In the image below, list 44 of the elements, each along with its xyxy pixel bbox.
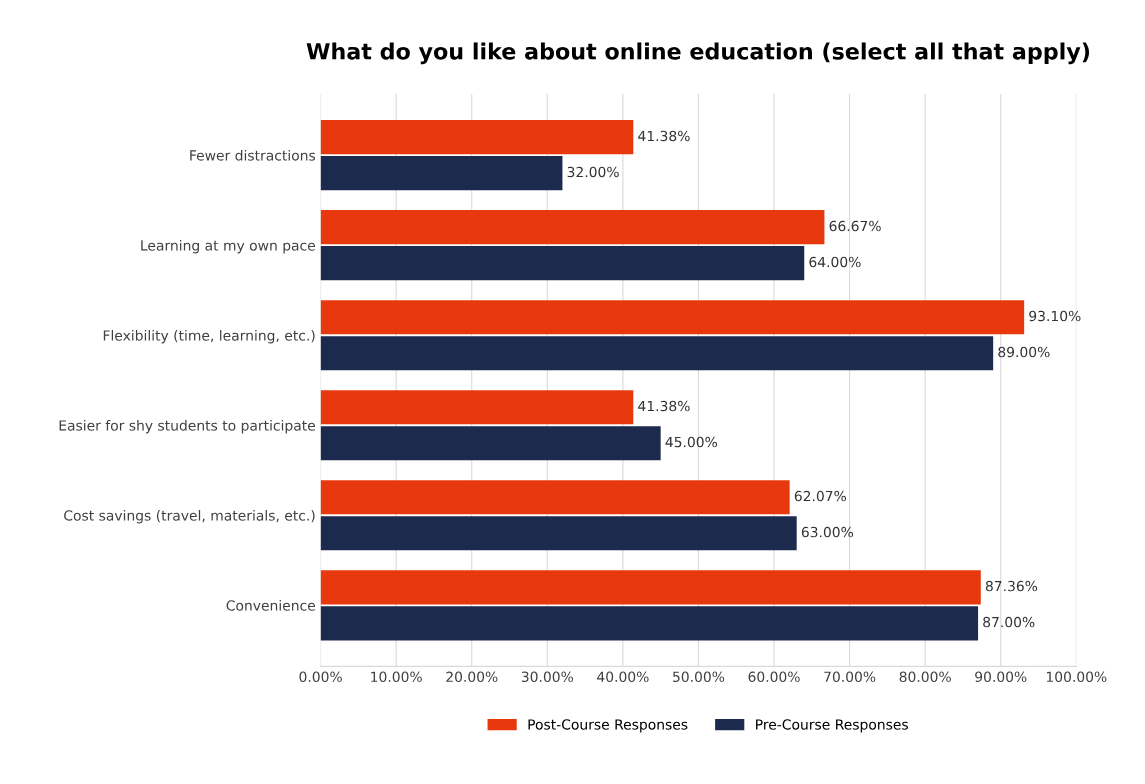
x-tick-label: 10.00% bbox=[371, 671, 422, 683]
x-tick-label: 80.00% bbox=[899, 671, 951, 683]
x-tick-label: 0.00% bbox=[299, 671, 342, 683]
data-label: 32.00% bbox=[567, 166, 619, 178]
data-label: 45.00% bbox=[665, 436, 718, 448]
chart-title: What do you like about online education (select all that apply) bbox=[306, 42, 1090, 65]
bar bbox=[320, 300, 1025, 335]
data-label: 93.10% bbox=[1029, 310, 1081, 322]
y-tick-label: Cost savings (travel, materials, etc.) bbox=[64, 509, 315, 524]
y-tick-label: Flexibility (time, learning, etc.) bbox=[103, 329, 315, 344]
data-label: 64.00% bbox=[809, 256, 861, 268]
data-label: 62.07% bbox=[794, 490, 847, 502]
data-label: 41.38% bbox=[638, 400, 690, 412]
data-label: 87.00% bbox=[983, 616, 1035, 628]
bar bbox=[320, 120, 634, 155]
y-tick-label: Fewer distractions bbox=[190, 149, 316, 161]
y-tick-label: Easier for shy students to participate bbox=[59, 419, 315, 434]
bar bbox=[320, 156, 563, 191]
bar bbox=[320, 426, 661, 461]
x-tick-label: 50.00% bbox=[673, 671, 725, 683]
bar bbox=[320, 246, 805, 281]
y-tick-label: Convenience bbox=[226, 600, 315, 611]
data-label: 89.00% bbox=[998, 346, 1050, 358]
x-tick-label: 60.00% bbox=[748, 671, 800, 683]
bar bbox=[320, 210, 825, 245]
x-tick-label: 40.00% bbox=[597, 671, 649, 683]
data-label: 63.00% bbox=[801, 526, 854, 538]
bar bbox=[320, 480, 790, 515]
x-tick-label: 20.00% bbox=[446, 671, 498, 683]
bar bbox=[320, 390, 634, 425]
bar bbox=[320, 516, 797, 551]
bar bbox=[320, 606, 979, 641]
data-label: 66.67% bbox=[829, 220, 881, 232]
data-label: 41.38% bbox=[638, 130, 690, 142]
data-label: 87.36% bbox=[985, 580, 1038, 592]
x-tick-label: 30.00% bbox=[521, 671, 574, 683]
x-tick-label: 90.00% bbox=[975, 671, 1027, 683]
x-tick-label: 100.00% bbox=[1046, 671, 1107, 683]
y-tick-label: Learning at my own pace bbox=[141, 239, 315, 254]
legend-label: Post-Course Responses bbox=[528, 719, 688, 733]
bar bbox=[320, 336, 994, 371]
legend-label: Pre-Course Responses bbox=[756, 719, 908, 733]
bar bbox=[320, 570, 981, 605]
x-tick-label: 70.00% bbox=[824, 671, 876, 683]
